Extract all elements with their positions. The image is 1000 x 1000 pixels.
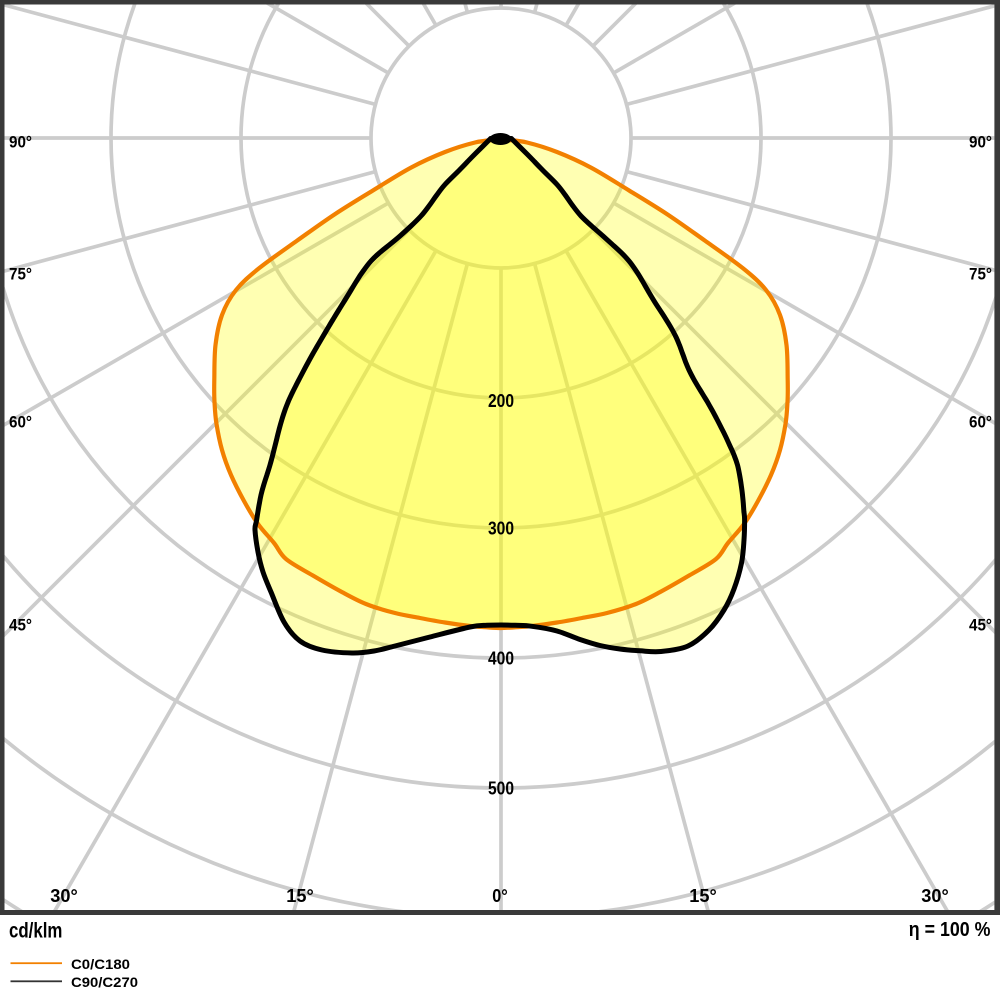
svg-text:15°: 15° [689, 886, 717, 906]
svg-text:15°: 15° [286, 886, 314, 906]
svg-text:η = 100 %: η = 100 % [909, 919, 991, 941]
svg-text:90°: 90° [9, 133, 32, 152]
svg-text:45°: 45° [9, 615, 32, 634]
svg-text:0°: 0° [492, 886, 508, 906]
svg-text:500: 500 [488, 779, 514, 799]
svg-text:C90/C270: C90/C270 [71, 974, 138, 990]
svg-text:60°: 60° [969, 412, 992, 431]
svg-text:30°: 30° [921, 886, 949, 906]
svg-text:75°: 75° [969, 264, 992, 283]
svg-text:30°: 30° [50, 886, 78, 906]
svg-text:45°: 45° [969, 615, 992, 634]
svg-text:60°: 60° [9, 412, 32, 431]
svg-text:cd/klm: cd/klm [9, 920, 62, 943]
svg-text:300: 300 [488, 519, 514, 539]
svg-text:90°: 90° [969, 133, 992, 152]
svg-text:75°: 75° [9, 264, 32, 283]
svg-text:400: 400 [488, 649, 514, 669]
svg-text:C0/C180: C0/C180 [71, 956, 130, 972]
svg-text:200: 200 [488, 391, 514, 411]
